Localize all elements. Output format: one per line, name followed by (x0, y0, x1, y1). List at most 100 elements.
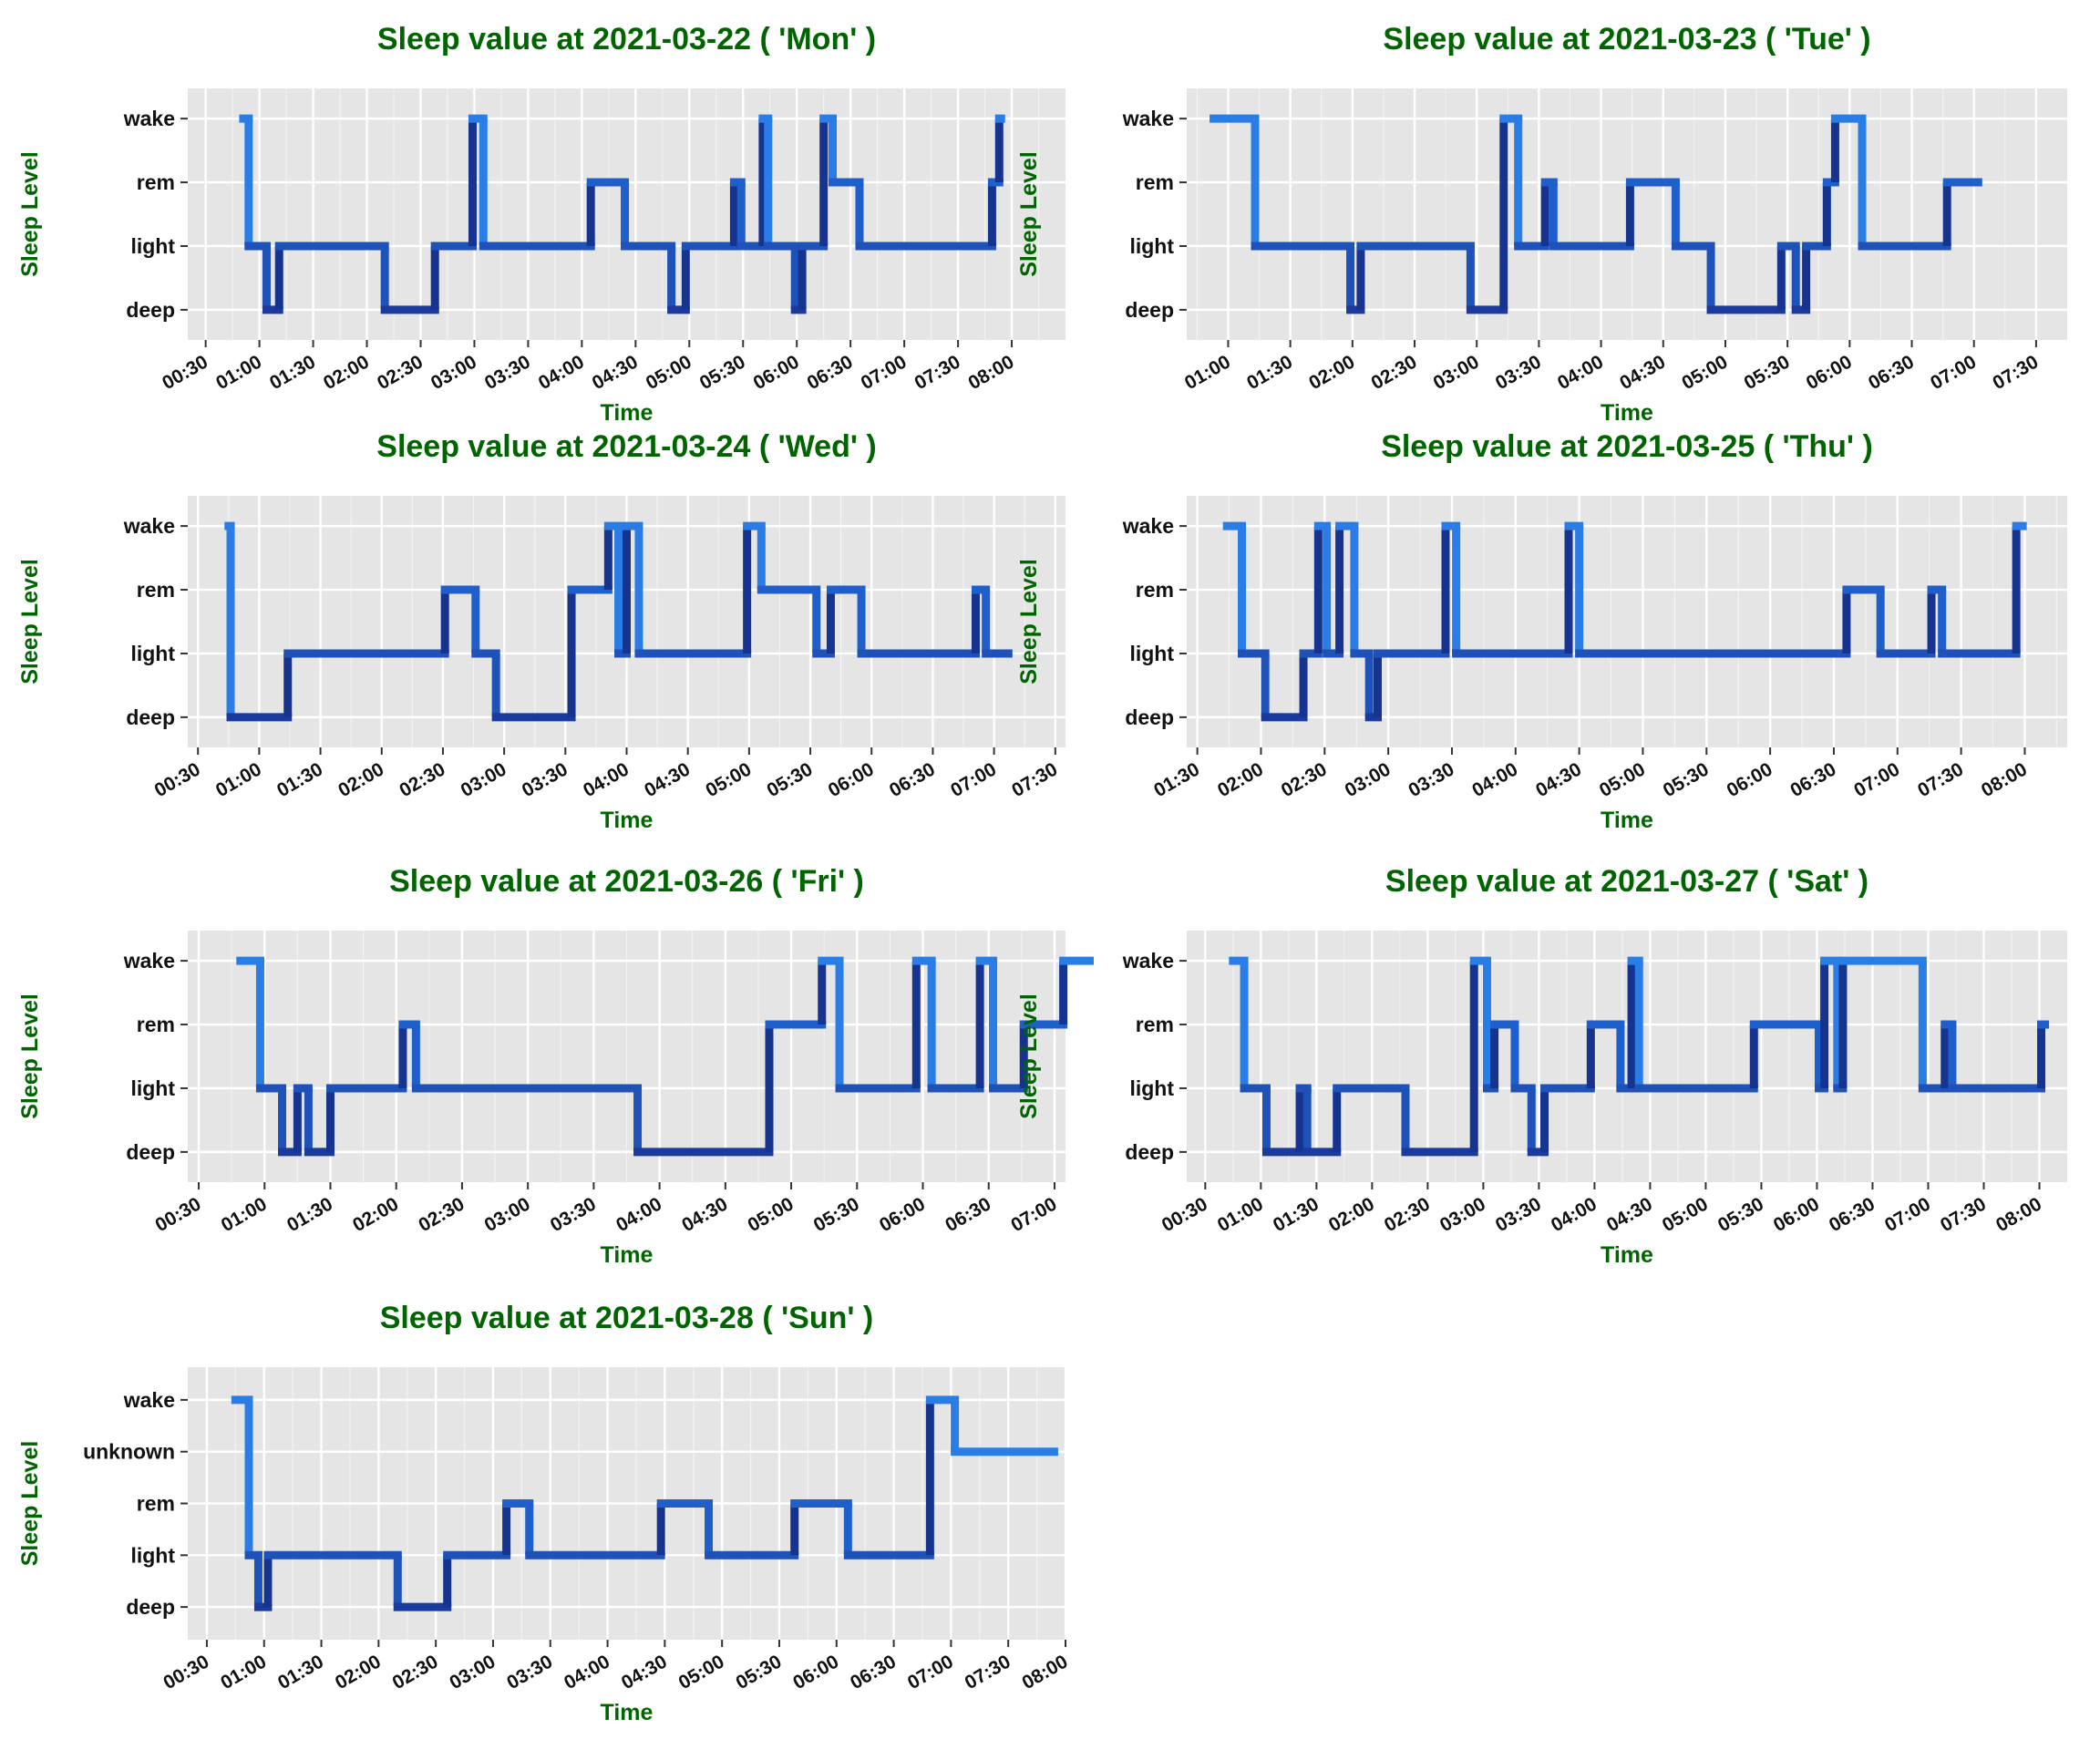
x-tick-label: 05:30 (696, 351, 749, 394)
chart-title: Sleep value at 2021-03-22 ( 'Mon' ) (377, 22, 876, 57)
x-tick-label: 06:30 (804, 351, 857, 394)
x-tick-label: 06:30 (847, 1651, 900, 1693)
sleep-series (239, 114, 1005, 314)
sleep-series (1210, 114, 1982, 314)
x-tick-label: 05:00 (675, 1651, 728, 1693)
y-axis-label: Sleep Level (17, 151, 43, 277)
x-tick-label: 05:30 (810, 1193, 863, 1236)
y-tick-label: deep (126, 705, 175, 729)
x-tick-label: 07:30 (1989, 351, 2042, 394)
chart-panel-4: deep light rem wake 01:30 02:00 02:30 03:00 03:3… (1016, 429, 2067, 833)
chart-title: Sleep value at 2021-03-23 ( 'Tue' ) (1383, 22, 1870, 57)
x-tick-label: 07:00 (904, 1651, 957, 1693)
x-tick-label: 01:00 (217, 1651, 270, 1693)
x-tick-label: 04:00 (1468, 758, 1521, 801)
x-tick-label: 01:00 (212, 351, 265, 394)
y-tick-label: rem (137, 1492, 175, 1516)
x-tick-label: 06:00 (1770, 1193, 1823, 1236)
x-axis-label: Time (1601, 808, 1653, 833)
x-tick-label: 03:30 (503, 1651, 556, 1693)
y-tick-label: wake (123, 949, 175, 973)
x-tick-label: 05:30 (1660, 758, 1713, 801)
y-tick-label: wake (1122, 107, 1174, 130)
x-tick-label: 02:00 (1325, 1193, 1378, 1236)
sleep-series (1222, 521, 2027, 722)
x-tick-label: 01:30 (1270, 1193, 1323, 1236)
x-tick-label: 00:30 (1158, 1193, 1211, 1236)
y-tick-label: light (130, 1543, 175, 1567)
x-tick-label: 05:00 (702, 758, 755, 801)
x-tick-label: 05:30 (764, 758, 817, 801)
x-tick-label: 01:00 (218, 1193, 271, 1236)
x-tick-label: 03:00 (427, 351, 480, 394)
x-tick-label: 07:00 (947, 758, 1000, 801)
y-tick-label: wake (1122, 949, 1174, 973)
x-tick-label: 03:00 (458, 758, 510, 801)
sleep-series (1229, 956, 2050, 1157)
x-tick-label: 02:30 (1368, 351, 1421, 394)
x-tick-label: 03:00 (1436, 1193, 1489, 1236)
y-tick-label: deep (1125, 1140, 1174, 1164)
x-tick-label: 02:30 (389, 1651, 442, 1693)
x-tick-label: 00:30 (151, 758, 204, 801)
x-tick-label: 00:30 (152, 1193, 205, 1236)
x-tick-label: 07:00 (1850, 758, 1903, 801)
x-tick-label: 04:00 (580, 758, 633, 801)
x-tick-label: 05:30 (1741, 351, 1794, 394)
chart-title: Sleep value at 2021-03-27 ( 'Sat' ) (1385, 864, 1868, 899)
y-axis-label: Sleep Level (17, 993, 43, 1119)
y-tick-label: deep (126, 298, 175, 322)
x-tick-label: 05:00 (1659, 1193, 1712, 1236)
y-axis-label: Sleep Level (17, 1441, 43, 1567)
x-tick-label: 07:00 (858, 351, 911, 394)
x-tick-label: 04:30 (1603, 1193, 1656, 1236)
sleep-series (224, 521, 1013, 722)
x-tick-label: 03:30 (1492, 351, 1545, 394)
x-tick-label: 03:30 (519, 758, 571, 801)
sleep-series (236, 956, 1094, 1157)
y-tick-label: rem (137, 170, 175, 194)
y-tick-label: wake (123, 107, 175, 130)
x-tick-label: 08:00 (1978, 758, 2031, 801)
chart-panel-2: deep light rem wake 01:00 01:30 02:00 02:30 03:0… (1016, 22, 2067, 426)
chart-panel-6: deep light rem wake 00:30 01:00 01:30 02:00 02:3… (1016, 864, 2067, 1268)
x-tick-label: 04:00 (612, 1193, 665, 1236)
x-tick-label: 00:30 (159, 351, 211, 394)
x-tick-label: 01:00 (1181, 351, 1234, 394)
x-tick-label: 05:30 (1714, 1193, 1767, 1236)
y-tick-label: rem (1136, 1013, 1174, 1036)
x-tick-label: 04:00 (535, 351, 588, 394)
x-tick-label: 02:00 (320, 351, 373, 394)
x-tick-label: 01:30 (1150, 758, 1203, 801)
x-tick-label: 03:00 (446, 1651, 499, 1693)
x-tick-label: 04:00 (1548, 1193, 1601, 1236)
x-tick-label: 02:00 (1214, 758, 1267, 801)
x-axis-label: Time (1601, 400, 1653, 426)
y-axis-label: Sleep Level (1016, 993, 1042, 1119)
chart-title: Sleep value at 2021-03-25 ( 'Thu' ) (1381, 429, 1873, 464)
x-tick-label: 06:00 (789, 1651, 842, 1693)
x-tick-label: 07:00 (1007, 1193, 1060, 1236)
sleep-series (231, 1395, 1058, 1611)
y-tick-label: rem (137, 578, 175, 602)
y-tick-label: wake (123, 1388, 175, 1412)
y-tick-label: deep (126, 1595, 175, 1619)
chart-panel-5: deep light rem wake 00:30 01:00 01:30 02:00 02:3… (17, 864, 1094, 1268)
x-tick-label: 02:00 (349, 1193, 402, 1236)
y-tick-label: light (1129, 642, 1174, 665)
plot-background (1187, 496, 2067, 747)
chart-title: Sleep value at 2021-03-28 ( 'Sun' ) (380, 1301, 874, 1335)
minor-gridlines (1196, 88, 2006, 340)
x-tick-label: 02:00 (332, 1651, 385, 1693)
x-tick-label: 01:30 (283, 1193, 336, 1236)
x-tick-label: 00:30 (160, 1651, 212, 1693)
x-tick-label: 02:30 (1381, 1193, 1434, 1236)
chart-title: Sleep value at 2021-03-24 ( 'Wed' ) (376, 429, 876, 464)
x-tick-label: 08:00 (965, 351, 1018, 394)
y-tick-label: deep (1125, 298, 1174, 322)
y-tick-label: wake (123, 514, 175, 538)
x-tick-label: 01:00 (1214, 1193, 1267, 1236)
y-tick-label: rem (1136, 578, 1174, 602)
x-tick-label: 04:30 (641, 758, 694, 801)
x-tick-label: 05:00 (1596, 758, 1649, 801)
